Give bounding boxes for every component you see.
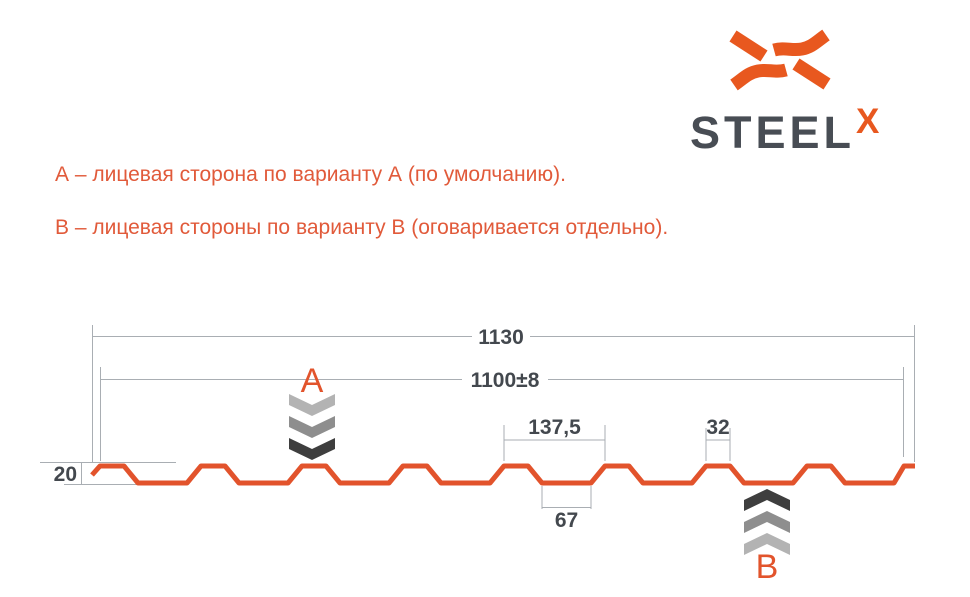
legend-line-a: А – лицевая сторона по варианту А (по ум… <box>55 163 566 186</box>
dim-67-label: 67 <box>555 509 578 532</box>
dimension-valley-width: 67 <box>541 486 592 532</box>
marker-back-side-b: В <box>744 489 790 586</box>
dimension-rib-pitch: 137,5 <box>503 416 606 461</box>
dimension-rib-top-width: 32 <box>705 416 731 461</box>
dim-1130-label: 1130 <box>478 326 524 349</box>
logo-wordmark: STEEL <box>690 107 856 158</box>
sheet-profile-outline <box>90 463 915 486</box>
chevron-up-icon <box>744 511 790 533</box>
dim-20-label: 20 <box>54 463 77 486</box>
dimension-working-width: 1100±8 <box>100 367 904 461</box>
logo-stroke-bottom-right <box>792 58 831 90</box>
chevron-up-icon <box>744 533 790 555</box>
dimension-overall-width: 1130 <box>92 325 915 462</box>
logo-stroke-bottom-left-hook <box>730 63 788 91</box>
marker-front-side-a: А <box>289 362 335 460</box>
logo-stroke-top-right-hook <box>772 29 830 57</box>
marker-a-label: А <box>301 362 324 400</box>
dim-1100-label: 1100±8 <box>471 369 540 392</box>
legend-line-b: В – лицевая стороны по варианту В (огова… <box>55 216 669 239</box>
chevron-down-icon <box>289 438 335 460</box>
logo-stroke-top-left <box>729 30 768 62</box>
chevron-down-icon <box>289 394 335 416</box>
logo-x-superscript: X <box>856 102 880 141</box>
dim-137-label: 137,5 <box>528 416 581 439</box>
chevron-down-icon <box>289 416 335 438</box>
dim-32-label: 32 <box>706 416 729 439</box>
chevron-up-icon <box>744 489 790 511</box>
marker-b-label: В <box>756 548 779 586</box>
